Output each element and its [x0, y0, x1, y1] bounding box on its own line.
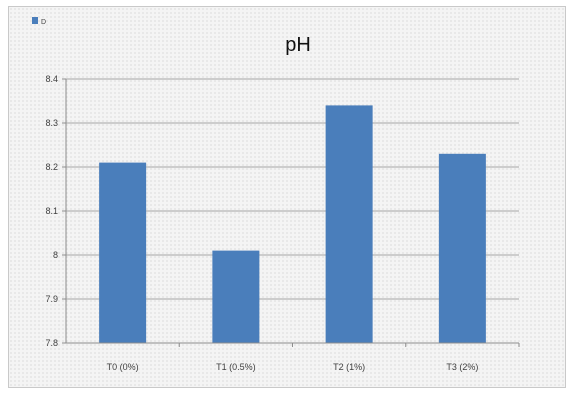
chart-frame: D pH 7.8 7.9 8 8.1 8.2 8.3 8.4 T0 (0%) T1 (0.5%…: [8, 6, 566, 388]
chart-title: pH: [285, 34, 311, 56]
bars: [99, 105, 520, 347]
y-tick-label: 8: [53, 250, 58, 260]
y-tick-label: 8.4: [45, 74, 58, 84]
legend-label: D: [41, 19, 46, 26]
x-tick-label: T2 (1%): [333, 362, 365, 372]
x-tick-label: T1 (0.5%): [216, 362, 256, 372]
bar: [438, 153, 486, 343]
x-tick-label: T0 (0%): [107, 362, 139, 372]
bar: [212, 250, 260, 343]
legend: D: [32, 17, 46, 26]
y-tick-label: 8.1: [45, 206, 58, 216]
y-tick-label: 7.9: [45, 294, 58, 304]
legend-swatch: [32, 17, 38, 24]
x-axis-tick-labels: T0 (0%) T1 (0.5%) T2 (1%) T3 (2%): [107, 362, 479, 372]
y-tick-label: 8.2: [45, 162, 58, 172]
y-tick-label: 8.3: [45, 118, 58, 128]
x-tick-label: T3 (2%): [446, 362, 478, 372]
bar-chart: D pH 7.8 7.9 8 8.1 8.2 8.3 8.4 T0 (0%) T1 (0.5%…: [32, 17, 520, 372]
bar: [99, 162, 147, 343]
y-axis-tick-labels: 7.8 7.9 8 8.1 8.2 8.3 8.4: [45, 74, 58, 348]
bar: [325, 105, 373, 344]
y-tick-label: 7.8: [45, 338, 58, 348]
